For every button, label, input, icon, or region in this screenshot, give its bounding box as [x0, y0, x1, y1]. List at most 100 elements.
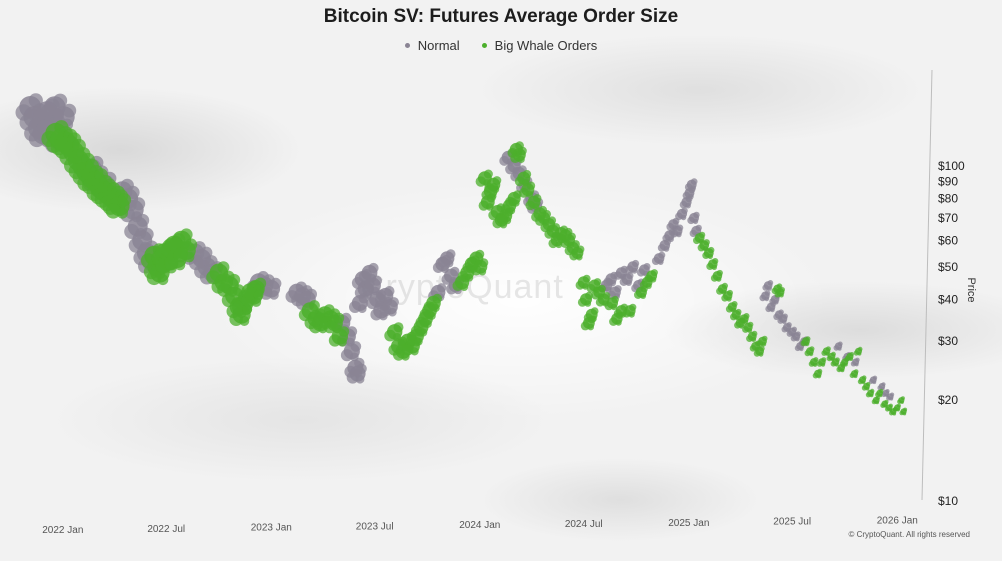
- normal-point-cluster: [340, 349, 354, 362]
- big-whale-orders-point-cluster: [526, 181, 536, 190]
- big-whale-orders-point-cluster: [774, 291, 781, 298]
- big-whale-orders-point-cluster: [254, 277, 267, 290]
- normal-point-cluster: [269, 290, 279, 300]
- big-whale-orders-point-cluster: [525, 200, 535, 211]
- big-whale-orders-point-cluster: [751, 330, 758, 337]
- big-whale-orders-point-cluster: [567, 232, 576, 241]
- y-tick-label: $10: [938, 494, 958, 508]
- normal-point-cluster: [445, 259, 454, 268]
- normal-point-cluster: [349, 301, 361, 313]
- big-whale-orders-point-cluster: [896, 403, 902, 408]
- big-whale-orders-point-cluster: [869, 393, 874, 398]
- big-whale-orders-point-cluster: [116, 207, 128, 219]
- big-whale-orders-point-cluster: [157, 274, 169, 286]
- big-whale-orders-point-cluster: [410, 325, 423, 337]
- normal-point-cluster: [625, 265, 634, 274]
- normal-point-cluster: [346, 371, 359, 384]
- big-whale-orders-point-cluster: [585, 291, 593, 300]
- big-whale-orders-point-cluster: [460, 283, 469, 291]
- normal-point-cluster: [370, 308, 383, 321]
- big-whale-orders-point-cluster: [813, 357, 819, 363]
- big-whale-orders-point-cluster: [758, 351, 764, 357]
- big-whale-orders-point-cluster: [406, 334, 418, 346]
- big-whale-orders-point-cluster: [492, 176, 502, 185]
- big-whale-orders-point-cluster: [228, 273, 241, 286]
- normal-point-cluster: [658, 251, 666, 259]
- normal-point-cluster: [388, 307, 397, 317]
- big-whale-orders-point-cluster: [742, 326, 749, 333]
- normal-point-cluster: [346, 326, 358, 337]
- big-whale-orders-point-cluster: [761, 335, 768, 342]
- big-whale-orders-point-cluster: [879, 388, 884, 394]
- normal-point-cluster: [679, 200, 688, 209]
- big-whale-orders-point-cluster: [817, 368, 823, 374]
- big-whale-orders-point-cluster: [727, 289, 733, 296]
- x-tick-label: 2023 Jan: [251, 523, 292, 534]
- normal-point-cluster: [53, 93, 68, 108]
- big-whale-orders-point-cluster: [812, 372, 819, 379]
- normal-point-cluster: [695, 224, 702, 232]
- y-tick-label: $50: [938, 260, 958, 274]
- series-big-whale-orders: [41, 120, 908, 416]
- x-tick-label: 2024 Jan: [459, 520, 500, 531]
- y-tick-label: $30: [938, 334, 958, 348]
- big-whale-orders-point-cluster: [892, 411, 897, 416]
- legend-item-normal[interactable]: Normal: [404, 38, 460, 53]
- big-whale-orders-point-cluster: [232, 300, 246, 315]
- big-whale-orders-point-cluster: [522, 170, 532, 179]
- big-whale-orders-point-cluster: [505, 196, 516, 207]
- big-whale-orders-point-cluster: [835, 357, 840, 363]
- big-whale-orders-point-cluster: [512, 199, 520, 207]
- big-whale-orders-point-cluster: [323, 320, 336, 334]
- normal-point-cluster: [850, 361, 857, 367]
- normal-point-cluster: [773, 313, 780, 320]
- big-whale-orders-point-cluster: [243, 286, 258, 300]
- normal-point-cluster: [690, 178, 698, 185]
- big-whale-orders-point-cluster: [479, 258, 489, 268]
- normal-point-cluster: [770, 307, 775, 313]
- normal-point-cluster: [676, 224, 684, 232]
- big-whale-orders-point-cluster: [707, 253, 713, 260]
- big-whale-orders-point-cluster: [706, 262, 714, 270]
- big-whale-orders-point-cluster: [239, 316, 250, 326]
- big-whale-orders-point-cluster: [488, 192, 497, 200]
- big-whale-orders-point-cluster: [547, 216, 557, 225]
- normal-point-cluster: [690, 185, 696, 191]
- x-axis-ticks: 2022 Jan 2022 Jul 2023 Jan 2023 Jul 2024 Jan…: [42, 515, 918, 536]
- big-whale-orders-point-cluster: [580, 321, 590, 331]
- big-whale-orders-point-cluster: [393, 322, 404, 333]
- big-whale-orders-point-cluster: [533, 194, 542, 203]
- x-tick-label: 2023 Jul: [356, 521, 394, 532]
- big-whale-orders-point-cluster: [753, 350, 761, 357]
- big-whale-orders-point-cluster: [475, 176, 486, 187]
- y-axis-line: [921, 69, 933, 501]
- big-whale-orders-point-cluster: [843, 362, 848, 367]
- big-whale-orders-point-cluster: [517, 155, 525, 163]
- normal-point-cluster: [794, 345, 801, 352]
- big-whale-orders-point-cluster: [853, 369, 859, 374]
- x-tick-label: 2025 Jul: [773, 517, 811, 528]
- normal-point-cluster: [662, 234, 671, 243]
- big-whale-orders-point-cluster: [639, 280, 649, 289]
- legend-item-big-whale-orders[interactable]: Big Whale Orders: [481, 38, 598, 53]
- big-whale-orders-point-cluster: [902, 412, 907, 416]
- big-whale-orders-point-cluster: [308, 300, 320, 312]
- big-whale-orders-point-cluster: [514, 176, 525, 187]
- big-whale-orders-point-cluster: [825, 346, 831, 352]
- big-whale-orders-point-cluster: [875, 400, 879, 405]
- normal-point-cluster: [389, 297, 399, 308]
- normal-point-cluster: [675, 212, 683, 221]
- big-whale-orders-point-cluster: [761, 341, 767, 347]
- legend-label-big-whale-orders: Big Whale Orders: [494, 38, 598, 53]
- normal-point-cluster: [799, 346, 804, 352]
- big-whale-orders-point-cluster: [900, 396, 905, 401]
- big-whale-orders-point-cluster: [577, 297, 587, 307]
- big-whale-orders-point-cluster: [865, 386, 870, 391]
- big-whale-orders-point-cluster: [889, 410, 894, 416]
- big-whale-orders-point-cluster: [242, 304, 253, 315]
- big-whale-orders-point-cluster: [821, 362, 826, 367]
- big-whale-orders-point-cluster: [870, 388, 875, 394]
- normal-point-cluster: [657, 259, 664, 265]
- big-whale-orders-point-cluster: [884, 399, 889, 404]
